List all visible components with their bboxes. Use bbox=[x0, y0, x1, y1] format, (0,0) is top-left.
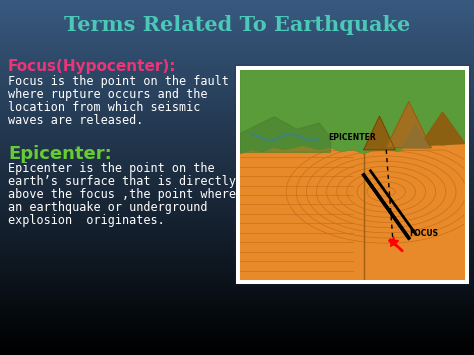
Polygon shape bbox=[386, 102, 431, 148]
Text: Focus(Hypocenter):: Focus(Hypocenter): bbox=[8, 59, 176, 74]
Text: location from which seismic: location from which seismic bbox=[8, 101, 201, 114]
FancyBboxPatch shape bbox=[238, 68, 467, 282]
Text: waves are released.: waves are released. bbox=[8, 114, 143, 127]
Text: Terms Related To Earthquake: Terms Related To Earthquake bbox=[64, 15, 410, 35]
Polygon shape bbox=[420, 112, 465, 146]
FancyBboxPatch shape bbox=[236, 66, 469, 284]
Text: earth’s surface that is directly: earth’s surface that is directly bbox=[8, 175, 236, 188]
Text: EPICENTER: EPICENTER bbox=[328, 133, 376, 142]
Text: Epicenter:: Epicenter: bbox=[8, 145, 112, 163]
Text: Epicenter is the point on the: Epicenter is the point on the bbox=[8, 162, 215, 175]
Text: explosion  originates.: explosion originates. bbox=[8, 214, 165, 227]
Text: above the focus ,the point where: above the focus ,the point where bbox=[8, 188, 236, 201]
Text: where rupture occurs and the: where rupture occurs and the bbox=[8, 88, 208, 101]
Text: an earthquake or underground: an earthquake or underground bbox=[8, 201, 208, 214]
Polygon shape bbox=[402, 125, 429, 148]
FancyBboxPatch shape bbox=[236, 66, 469, 284]
FancyBboxPatch shape bbox=[234, 64, 471, 286]
Polygon shape bbox=[240, 70, 465, 154]
Text: FOCUS: FOCUS bbox=[409, 229, 438, 238]
Text: Focus is the point on the fault: Focus is the point on the fault bbox=[8, 75, 229, 88]
Polygon shape bbox=[364, 116, 395, 150]
Polygon shape bbox=[240, 70, 465, 154]
